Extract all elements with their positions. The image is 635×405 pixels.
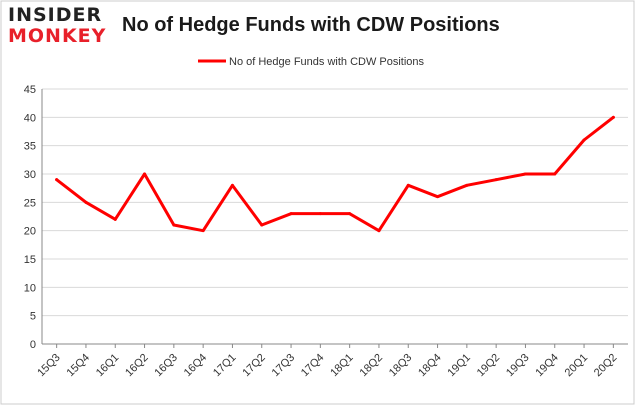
axes (41, 89, 628, 345)
data-point (611, 115, 615, 119)
data-point (494, 178, 498, 182)
x-tick-label: 17Q2 (240, 352, 268, 380)
y-tick-label: 25 (24, 197, 36, 209)
series-layer (55, 115, 615, 233)
x-tick-label: 18Q2 (358, 352, 386, 380)
insider-monkey-logo: INSIDER MONKEY (8, 6, 116, 46)
data-point (348, 212, 352, 216)
x-tick-label: 20Q2 (592, 352, 620, 380)
x-tick-label: 17Q3 (270, 352, 298, 380)
x-tick-label: 19Q1 (445, 352, 473, 380)
data-point (406, 183, 410, 187)
data-point (113, 217, 117, 221)
grid (42, 88, 628, 317)
data-point (260, 223, 264, 227)
y-tick-label: 45 (24, 84, 36, 96)
data-point (318, 212, 322, 216)
data-point (553, 172, 557, 176)
x-tick-label: 16Q4 (182, 352, 210, 380)
data-point (289, 212, 293, 216)
data-point (465, 183, 469, 187)
y-axis-ticks: 0 5 10 15 20 25 30 35 40 45 (24, 84, 36, 351)
x-tick-label: 20Q1 (563, 352, 591, 380)
y-tick-label: 0 (30, 339, 36, 351)
series-line (55, 115, 615, 233)
legend-label: No of Hedge Funds with CDW Positions (229, 56, 425, 68)
x-tick-label: 17Q1 (211, 352, 239, 380)
x-tick-label: 15Q3 (35, 352, 63, 380)
x-axis-ticks: 15Q3 15Q4 16Q1 16Q2 16Q3 16Q4 17Q1 17Q2 17Q3 17Q4… (35, 344, 619, 379)
y-tick-label: 35 (24, 141, 36, 153)
y-tick-label: 20 (24, 226, 36, 238)
y-tick-label: 40 (24, 112, 36, 124)
data-point (523, 172, 527, 176)
data-point (172, 223, 176, 227)
chart-title: No of Hedge Funds with CDW Positions (122, 14, 500, 36)
data-point (230, 183, 234, 187)
x-tick-label: 16Q2 (123, 352, 151, 380)
data-point (84, 200, 88, 204)
logo-word-monkey: MONKEY (8, 25, 107, 47)
y-tick-label: 30 (24, 169, 36, 181)
data-point (436, 195, 440, 199)
x-tick-label: 18Q4 (416, 352, 444, 380)
data-point (582, 138, 586, 142)
y-tick-label: 15 (24, 254, 36, 266)
x-tick-label: 15Q4 (65, 352, 93, 380)
x-tick-label: 16Q3 (152, 352, 180, 380)
data-point (55, 178, 59, 182)
logo-word-insider: INSIDER (8, 4, 103, 26)
data-point (143, 172, 147, 176)
data-point (201, 229, 205, 233)
x-tick-label: 19Q3 (504, 352, 532, 380)
x-tick-label: 17Q4 (299, 352, 327, 380)
data-point (377, 229, 381, 233)
x-tick-label: 19Q4 (533, 352, 561, 380)
y-tick-label: 5 (30, 311, 36, 323)
y-tick-label: 10 (24, 282, 36, 294)
x-tick-label: 18Q3 (387, 352, 415, 380)
x-tick-label: 16Q1 (94, 352, 122, 380)
x-tick-label: 18Q1 (328, 352, 356, 380)
legend: No of Hedge Funds with CDW Positions (198, 56, 425, 68)
x-tick-label: 19Q2 (475, 352, 503, 380)
